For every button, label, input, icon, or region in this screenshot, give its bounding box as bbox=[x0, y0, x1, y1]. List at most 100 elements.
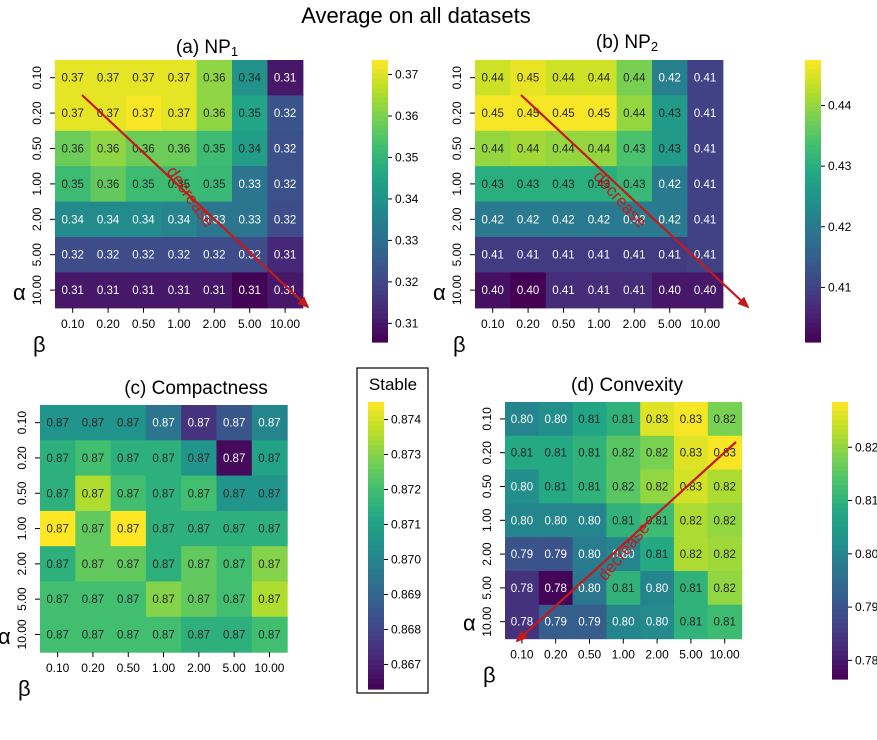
cell-value-label: 0.80 bbox=[578, 583, 600, 595]
heatmap-cell bbox=[232, 237, 268, 273]
cell-value-label: 0.34 bbox=[168, 214, 191, 226]
heatmap-cell bbox=[90, 272, 127, 309]
x-tick-label: 10.00 bbox=[690, 317, 720, 331]
colorbar-segment bbox=[805, 149, 821, 155]
colorbar-segment bbox=[805, 337, 821, 343]
colorbar-segment bbox=[368, 521, 384, 527]
heatmap-cell bbox=[267, 166, 304, 203]
panel-title-main: (a) NP bbox=[176, 37, 231, 58]
heatmap-cell bbox=[652, 201, 688, 238]
cell-value-label: 0.87 bbox=[223, 418, 245, 430]
colorbar-segment bbox=[805, 144, 821, 150]
heatmap-cell bbox=[606, 435, 641, 471]
colorbar-tick-label: 0.871 bbox=[391, 518, 421, 532]
x-tick-label: 5.00 bbox=[238, 317, 262, 331]
colorbar-segment bbox=[832, 669, 848, 675]
cell-value-label: 0.41 bbox=[517, 250, 539, 262]
colorbar-segment bbox=[372, 304, 388, 310]
colorbar-segment bbox=[832, 568, 848, 574]
colorbar-segment bbox=[372, 92, 388, 99]
cell-value-label: 0.87 bbox=[82, 418, 104, 430]
panel-title-np1: (a) NP1 bbox=[176, 37, 238, 59]
heatmap-cell bbox=[538, 571, 574, 606]
colorbar-segment bbox=[805, 107, 821, 113]
cell-value-label: 0.87 bbox=[46, 488, 68, 500]
cell-value-label: 0.81 bbox=[646, 549, 668, 561]
heatmap-cell bbox=[581, 166, 618, 203]
cell-value-label: 0.32 bbox=[168, 250, 190, 262]
cell-value-label: 0.82 bbox=[714, 515, 736, 527]
colorbar-segment bbox=[372, 139, 388, 146]
colorbar-segment bbox=[372, 191, 388, 197]
heatmap-cell bbox=[75, 405, 112, 441]
colorbar-segment bbox=[368, 502, 384, 508]
y-tick-label: 5.00 bbox=[15, 587, 29, 611]
heatmap-cell bbox=[232, 95, 268, 132]
cell-value-label: 0.87 bbox=[46, 559, 68, 571]
cell-value-label: 0.35 bbox=[239, 108, 261, 120]
cell-value-label: 0.32 bbox=[132, 250, 154, 262]
colorbar-segment bbox=[372, 64, 388, 70]
cell-value-label: 0.31 bbox=[274, 73, 296, 85]
colorbar-segment bbox=[368, 449, 384, 456]
beta-axis-label: β bbox=[453, 332, 466, 357]
cell-value-label: 0.87 bbox=[82, 594, 104, 606]
cell-value-label: 0.82 bbox=[680, 549, 702, 561]
colorbar-segment bbox=[372, 252, 388, 258]
colorbar-segment bbox=[368, 674, 384, 681]
colorbar-segment bbox=[372, 238, 388, 244]
cell-value-label: 0.81 bbox=[545, 448, 567, 460]
colorbar-segment bbox=[805, 332, 821, 338]
heatmap-cell bbox=[572, 435, 607, 471]
heatmap-cell bbox=[55, 166, 91, 203]
colorbar-segment bbox=[832, 531, 848, 537]
heatmap-cell bbox=[674, 469, 709, 504]
colorbar-tick-label: 0.82 bbox=[855, 440, 877, 454]
heatmap-cell bbox=[216, 475, 253, 512]
cell-value-label: 0.42 bbox=[517, 214, 539, 226]
colorbar-segment bbox=[805, 78, 821, 85]
cell-value-label: 0.87 bbox=[223, 559, 245, 571]
heatmap-cell bbox=[216, 616, 253, 653]
colorbar-segment bbox=[368, 583, 384, 590]
colorbar-segment bbox=[372, 257, 388, 263]
figure-title: Average on all datasets bbox=[301, 3, 531, 28]
cell-value-label: 0.82 bbox=[646, 482, 668, 494]
cell-value-label: 0.78 bbox=[511, 583, 533, 595]
heatmap-cell bbox=[110, 546, 147, 583]
heatmap-cell bbox=[606, 604, 641, 640]
heatmap-cell bbox=[505, 571, 540, 606]
cell-value-label: 0.87 bbox=[117, 524, 139, 536]
heatmap-cell bbox=[674, 571, 709, 606]
heatmap-cell bbox=[572, 571, 607, 606]
cell-value-label: 0.80 bbox=[612, 549, 634, 561]
heatmap-cell bbox=[110, 581, 147, 618]
heatmap-cell bbox=[581, 272, 618, 309]
cell-value-label: 0.83 bbox=[680, 482, 702, 494]
stable-box bbox=[356, 367, 429, 694]
colorbar-tick-label: 0.36 bbox=[395, 109, 419, 123]
heatmap-cell bbox=[707, 571, 743, 606]
x-tick-label: 10.00 bbox=[710, 648, 740, 662]
heatmap-cell bbox=[40, 581, 76, 618]
heatmap-cell bbox=[251, 405, 288, 441]
cell-value-label: 0.83 bbox=[680, 414, 702, 426]
cell-value-label: 0.87 bbox=[117, 559, 139, 571]
cell-value-label: 0.32 bbox=[274, 179, 296, 191]
y-tick-label: 0.10 bbox=[450, 66, 464, 90]
heatmap-cell bbox=[538, 402, 574, 437]
alpha-axis-label: α bbox=[0, 624, 11, 649]
colorbar-segment bbox=[805, 116, 821, 122]
cell-value-label: 0.43 bbox=[659, 144, 681, 156]
heatmap-cell bbox=[232, 166, 268, 203]
colorbar-segment bbox=[805, 309, 821, 315]
heatmap-cell bbox=[145, 440, 182, 477]
heatmap-cell bbox=[674, 604, 709, 640]
colorbar-segment bbox=[832, 471, 848, 477]
colorbar-segment bbox=[372, 144, 388, 150]
y-tick-label: 2.00 bbox=[15, 552, 29, 576]
cell-value-label: 0.34 bbox=[62, 214, 85, 226]
heatmap-cell bbox=[616, 272, 653, 309]
cell-value-label: 0.87 bbox=[223, 594, 245, 606]
cell-value-label: 0.41 bbox=[588, 285, 610, 297]
